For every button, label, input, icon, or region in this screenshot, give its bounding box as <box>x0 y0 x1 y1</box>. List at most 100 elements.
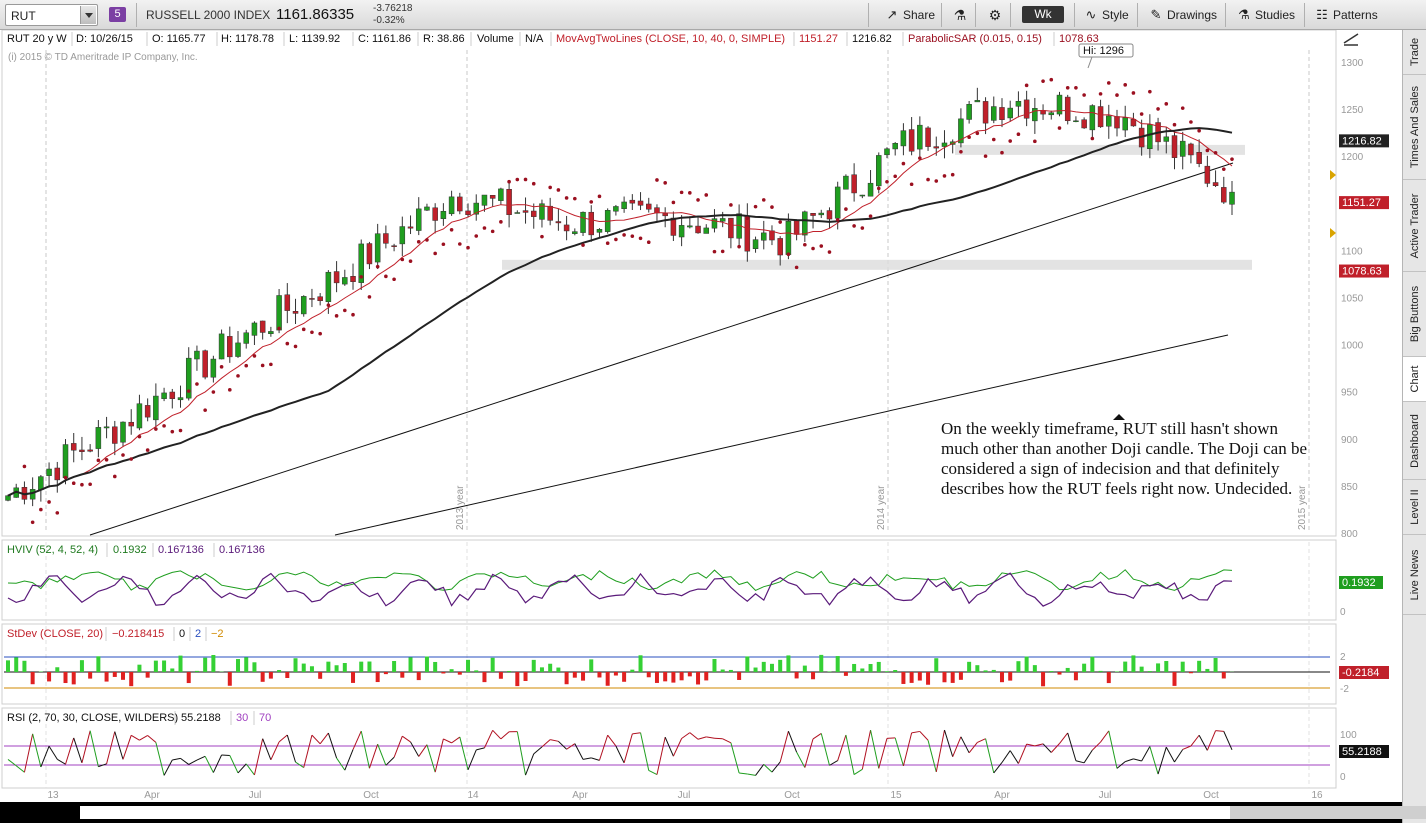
rsi-segment <box>960 736 970 754</box>
chart-annotation[interactable]: On the weekly timeframe, RUT still hasn'… <box>941 419 1308 498</box>
patterns-button[interactable]: ☷ Patterns <box>1314 5 1378 25</box>
symbol-dropdown-icon[interactable] <box>80 6 96 24</box>
candle-down <box>202 350 208 378</box>
stdev-bar-positive <box>556 667 561 672</box>
symbol-input[interactable]: RUT <box>5 4 98 26</box>
scroll-thumb[interactable] <box>1230 806 1426 819</box>
candle-down <box>769 230 775 241</box>
candle-down <box>999 107 1005 120</box>
tab-live-news[interactable]: Live News <box>1403 535 1426 615</box>
candle-up <box>514 212 521 214</box>
psar-dot <box>1213 150 1218 155</box>
rsi-segment <box>623 733 633 764</box>
style-button[interactable]: ∿ Style <box>1083 5 1129 25</box>
candle-up <box>153 395 159 421</box>
rsi-segment <box>706 736 715 739</box>
psar-dot <box>137 434 142 439</box>
rsi-segment <box>196 755 206 761</box>
stdev-bar-negative <box>581 672 586 681</box>
rsi-segment <box>418 744 428 757</box>
rsi-segment <box>607 734 617 747</box>
tab-dashboard[interactable]: Dashboard <box>1403 402 1426 480</box>
price-tick-label: 900 <box>1341 435 1358 446</box>
collapse-chart-icon[interactable] <box>1343 33 1359 46</box>
price-tick-label: 1250 <box>1341 105 1364 116</box>
rsi-segment <box>870 729 880 769</box>
psar-dot <box>885 179 889 184</box>
marker-icon <box>1330 228 1336 238</box>
stdev-label[interactable]: StDev (CLOSE, 20) <box>7 628 103 640</box>
tab-times-and-sales[interactable]: Times And Sales <box>1403 75 1426 180</box>
tab-chart[interactable]: Chart <box>1403 357 1426 402</box>
rsi-segment <box>796 751 806 768</box>
stdev-tag-text: -0.2184 <box>1342 667 1379 679</box>
psar-label[interactable]: ParabolicSAR (0.015, 0.15) <box>908 33 1042 45</box>
psar-dot <box>285 341 290 346</box>
rsi-segment <box>393 736 403 758</box>
stdev-bar-positive <box>975 665 980 672</box>
tab-level-ii[interactable]: Level II <box>1403 480 1426 535</box>
stdev-panel <box>1 623 1337 705</box>
psar-dot <box>967 135 971 140</box>
flask-icon[interactable]: ⚗ <box>953 7 967 23</box>
gear-icon[interactable]: ⚙ <box>988 7 1002 23</box>
price-tag <box>1339 264 1389 278</box>
stdev-bar-positive <box>638 655 643 672</box>
horizontal-scrollbar[interactable] <box>0 802 1426 823</box>
rsi-segment <box>656 737 666 775</box>
rsi-segment <box>122 735 132 760</box>
candle-down <box>588 211 594 236</box>
timeframe-button[interactable]: Wk <box>1022 6 1064 23</box>
psar-dot <box>696 198 700 202</box>
studies-button[interactable]: ⚗ Studies <box>1236 5 1295 25</box>
psar-dot <box>301 327 306 332</box>
psar-dot <box>392 277 396 282</box>
price-tick-label: 850 <box>1341 482 1358 493</box>
mavg-label[interactable]: MovAvgTwoLines (CLOSE, 10, 40, 0, SIMPLE… <box>556 33 785 45</box>
chart-canvas[interactable]: 2013 year 2014 year 2015 year 130012501200… <box>0 30 1402 802</box>
stdev-bar-positive <box>203 657 208 672</box>
rsi-segment <box>911 730 920 734</box>
candle-up <box>415 208 422 231</box>
stdev-bar-negative <box>71 672 76 685</box>
scroll-track[interactable] <box>80 806 1426 819</box>
psar-dot <box>203 408 207 412</box>
stdev-bar-positive <box>630 669 635 672</box>
rsi-label[interactable]: RSI (2, 70, 30, CLOSE, WILDERS) <box>7 712 178 724</box>
tab-trade[interactable]: Trade <box>1403 30 1426 75</box>
rsi-segment <box>336 757 346 771</box>
candle-down <box>1221 187 1227 203</box>
candle-up <box>752 239 759 249</box>
stdev-bar-negative <box>622 672 627 682</box>
stdev-bar-negative <box>597 672 602 678</box>
drawings-button[interactable]: ✎ Drawings <box>1148 5 1217 25</box>
hviv-value-3: 0.167136 <box>219 544 265 556</box>
tab-big-buttons[interactable]: Big Buttons <box>1403 272 1426 357</box>
rsi-segment <box>163 759 173 776</box>
tab-active-trader[interactable]: Active Trader <box>1403 180 1426 272</box>
rsi-segment <box>484 730 494 749</box>
rsi-segment <box>73 737 83 764</box>
candle-down <box>391 245 397 247</box>
chart-area[interactable]: 2013 year 2014 year 2015 year 1300 1250 1200… <box>0 30 1402 802</box>
stdev-value-1: −0.218415 <box>112 628 164 640</box>
psar-dot <box>1230 157 1234 161</box>
stdev-bar-positive <box>1147 671 1152 672</box>
rsi-tag <box>1339 745 1389 758</box>
psar-dot <box>318 331 322 336</box>
stdev-bar-positive <box>786 655 791 672</box>
share-button[interactable]: ↗ Share <box>884 5 935 25</box>
psar-dot <box>1106 81 1111 85</box>
link-group-badge[interactable]: 5 <box>109 7 126 22</box>
candle-up <box>834 186 841 219</box>
psar-dot <box>712 249 717 254</box>
candle-down <box>670 217 677 236</box>
psar-dot <box>688 191 692 195</box>
psar-dot <box>564 196 569 200</box>
candle-up <box>580 211 586 233</box>
psar-dot <box>548 185 552 190</box>
hviv-label[interactable]: HVIV (52, 4, 52, 4) <box>7 544 98 556</box>
stdev-bar-positive <box>433 661 438 672</box>
stdev-bar-positive <box>1205 668 1210 672</box>
psar-dot <box>918 156 922 160</box>
